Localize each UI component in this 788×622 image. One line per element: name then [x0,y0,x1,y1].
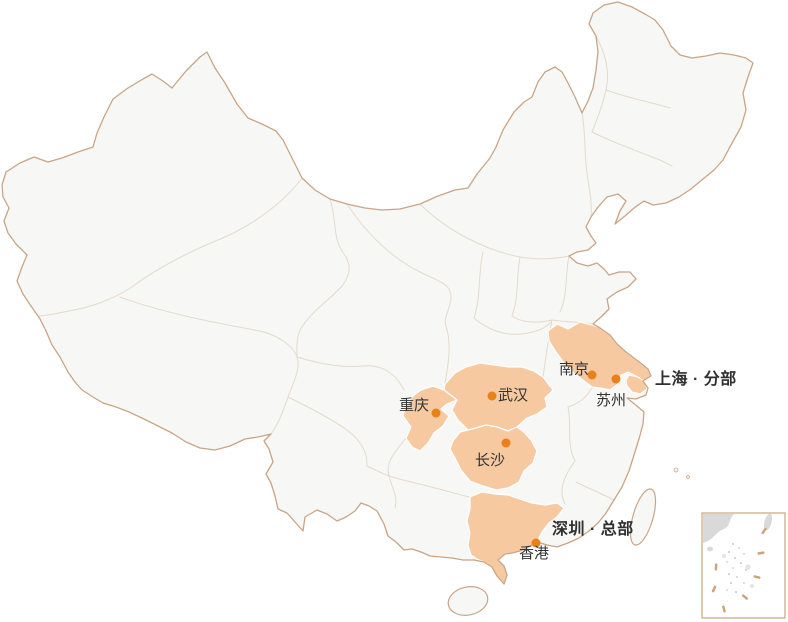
coastal-islet [673,467,679,473]
south-china-sea-inset [701,512,786,619]
mainland-region [2,2,753,584]
inset-hainan [707,546,713,552]
region-hubei [443,362,554,432]
coastal-islet [686,475,690,479]
nine-dash-line [711,527,767,613]
region-hunan [449,424,538,491]
inset-islands [722,543,754,593]
inset-coast [703,514,734,543]
national-border [1,1,754,585]
hainan-island [447,586,489,616]
inset-taiwan [763,513,773,531]
region-shanghai [625,374,648,395]
province-borders [37,35,673,509]
highlighted-regions [402,321,652,585]
taiwan-island [629,488,657,546]
